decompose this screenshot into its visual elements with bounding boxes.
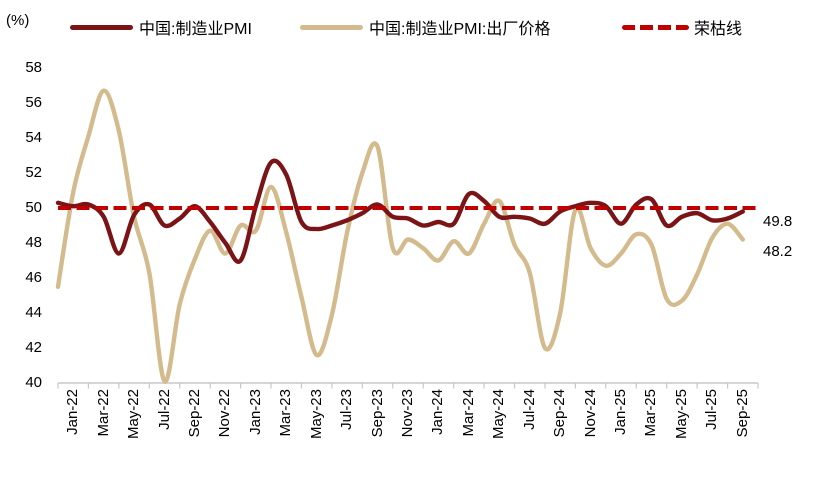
legend-swatch-boom-bust xyxy=(622,25,689,30)
y-tick-label: 46 xyxy=(25,269,42,286)
legend-label-pmi: 中国:制造业PMI xyxy=(139,21,252,38)
legend-label-price: 中国:制造业PMI:出厂价格 xyxy=(369,21,551,38)
price-line xyxy=(55,88,745,384)
y-tick-label: 40 xyxy=(25,374,42,391)
y-tick-label: 48 xyxy=(25,234,42,251)
y-axis-unit: (%) xyxy=(6,12,30,29)
y-tick-label: 56 xyxy=(25,94,42,111)
pmi-last-value: 49.8 xyxy=(763,212,793,230)
price-last-value: 48.2 xyxy=(763,242,793,260)
legend-label-boom-bust: 荣枯线 xyxy=(694,21,743,38)
y-tick-label: 54 xyxy=(25,129,42,146)
y-tick-label: 52 xyxy=(25,164,42,181)
legend-swatch-pmi xyxy=(70,25,133,30)
legend-swatch-price xyxy=(300,25,363,30)
pmi-line xyxy=(55,158,745,264)
y-tick-label: 44 xyxy=(25,304,42,321)
y-tick-label: 58 xyxy=(25,59,42,76)
x-axis-ticks xyxy=(57,383,759,389)
y-tick-label: 50 xyxy=(25,199,42,216)
y-tick-label: 42 xyxy=(25,339,42,356)
